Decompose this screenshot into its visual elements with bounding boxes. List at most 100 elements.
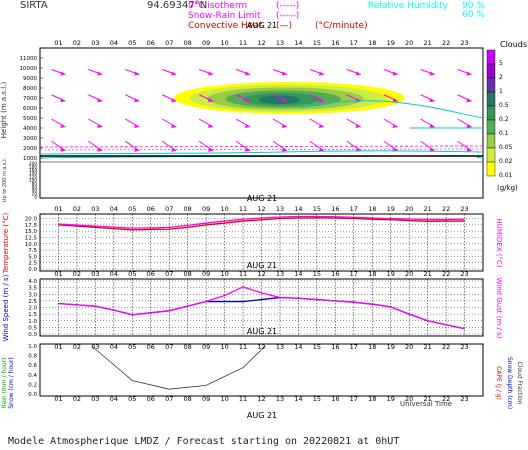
hour-tick-label: 21	[423, 205, 431, 213]
y-tick-label: 2.0	[28, 306, 37, 312]
low-height-tick-label: 0	[34, 195, 37, 200]
legend-right-label: Relative Humidity	[368, 1, 449, 11]
hour-tick-label: 18	[368, 343, 376, 351]
wind-arrowhead	[429, 147, 435, 152]
hour-tick-label: 16	[331, 205, 339, 213]
hour-tick-label: 23	[460, 395, 468, 403]
wind-arrowhead	[318, 124, 324, 128]
legend-right-value: 60 %	[462, 10, 485, 20]
series-line	[58, 217, 465, 231]
hour-tick-label: 14	[294, 395, 302, 403]
y-tick-label: 3.5	[28, 286, 37, 292]
hour-tick-label: 11	[239, 343, 247, 351]
rh-line-90	[39, 150, 484, 155]
colorbar-swatch	[486, 147, 496, 163]
low-height-tick-label: 120	[29, 175, 37, 180]
wind-arrowhead	[466, 147, 472, 152]
hour-tick-label: 20	[405, 270, 413, 278]
hour-tick-label: 10	[220, 395, 228, 403]
humidity-lines	[39, 100, 484, 159]
y-tick-label: 4.0	[28, 279, 37, 285]
rain-axis-label: Rain (mm / hour)	[1, 357, 8, 408]
wind-arrowhead	[318, 147, 324, 152]
hour-tick-label: 11	[239, 39, 247, 47]
universal-time-label: Universal Time	[400, 400, 452, 408]
wind-arrowhead	[281, 71, 287, 76]
wind-arrowhead	[97, 98, 103, 103]
wind-arrowhead	[171, 98, 177, 103]
hour-tick-label: 13	[276, 343, 284, 351]
y-tick-label: 0.0	[28, 392, 37, 398]
hour-tick-label: 22	[442, 343, 450, 351]
cloud-fraction-axis-label: Cloud Fraction	[516, 362, 523, 405]
hour-tick-label: 01	[54, 395, 62, 403]
wind-arrowhead	[208, 71, 214, 76]
hour-tick-label: 04	[110, 39, 118, 47]
hour-tick-label: 21	[423, 39, 431, 47]
date-label: AUG 21	[247, 261, 277, 270]
y-tick-label: 1.0	[28, 319, 37, 325]
hour-tick-label: 04	[110, 205, 118, 213]
hour-tick-label: 01	[54, 270, 62, 278]
wind-gust-axis-label: Wind Gust (m / s)	[495, 277, 503, 338]
height-tick-label: 6000	[23, 106, 37, 112]
hour-tick-label: 17	[350, 205, 358, 213]
hour-tick-label: 20	[405, 395, 413, 403]
wind-arrowhead	[245, 124, 251, 128]
wind-arrowhead	[134, 124, 140, 128]
colorbar-swatch	[486, 77, 496, 93]
hour-tick-label: 13	[276, 39, 284, 47]
height-tick-label: 10000	[20, 66, 38, 72]
hour-tick-label: 09	[202, 39, 210, 47]
hour-tick-label: 03	[91, 270, 99, 278]
low-height-tick-label: 200	[29, 161, 37, 166]
hour-tick-label: 08	[184, 343, 192, 351]
wind-arrowhead	[134, 71, 140, 76]
hour-tick-label: 18	[368, 39, 376, 47]
hour-tick-label: 17	[350, 270, 358, 278]
low-height-tick-label: 40	[32, 188, 38, 193]
y-tick-label: 5.0	[28, 254, 37, 260]
colorbar-label: 0.02	[499, 158, 513, 165]
wind-arrowhead	[208, 98, 214, 103]
wind-arrowhead	[429, 71, 435, 76]
cloud-layer	[173, 82, 405, 114]
station-name: SIRTA	[20, 0, 48, 11]
hour-tick-label: 07	[165, 395, 173, 403]
height-tick-label: 3000	[23, 136, 37, 142]
hour-tick-label: 23	[460, 270, 468, 278]
hour-tick-label: 14	[294, 343, 302, 351]
date-label: AUG 21	[247, 327, 277, 336]
hour-tick-label: 05	[128, 270, 136, 278]
y-tick-label: 0.5	[28, 325, 37, 331]
clouds-title: Clouds	[500, 40, 527, 49]
series-line	[58, 286, 465, 330]
cloud-colorbar: 5 2 1 0.5 0.2 0.1 0.05 0.02 0.01	[486, 49, 513, 179]
legend-left-label: Convective Heat.	[188, 21, 265, 31]
cloud-contour	[258, 95, 301, 104]
cloud-panel: 1000200030004000500060007000800090001000…	[0, 40, 527, 202]
hour-tick-label: 05	[128, 395, 136, 403]
hour-tick-label: 02	[73, 205, 81, 213]
hour-tick-label: 16	[331, 395, 339, 403]
hour-tick-label: 18	[368, 205, 376, 213]
height-tick-label: 5000	[23, 116, 37, 122]
hour-tick-label: 18	[368, 395, 376, 403]
hour-tick-label: 13	[276, 205, 284, 213]
hour-tick-label: 14	[294, 270, 302, 278]
y-tick-label: 3.0	[28, 292, 37, 298]
hour-tick-label: 09	[202, 343, 210, 351]
y-tick-label: 0.0	[28, 332, 37, 338]
hour-tick-label: 10	[220, 205, 228, 213]
low-height-tick-label: 100	[29, 178, 37, 183]
hour-tick-label: 12	[257, 205, 265, 213]
height-tick-label: 2000	[23, 146, 37, 152]
wind-arrowhead	[245, 147, 251, 152]
hour-tick-label: 19	[387, 395, 395, 403]
hour-tick-label: 16	[331, 39, 339, 47]
hour-tick-label: 22	[442, 39, 450, 47]
height-tick-label: 8000	[23, 86, 37, 92]
wind-speed-axis-label: Wind Speed (m / s)	[2, 274, 10, 341]
hour-tick-label: 19	[387, 39, 395, 47]
